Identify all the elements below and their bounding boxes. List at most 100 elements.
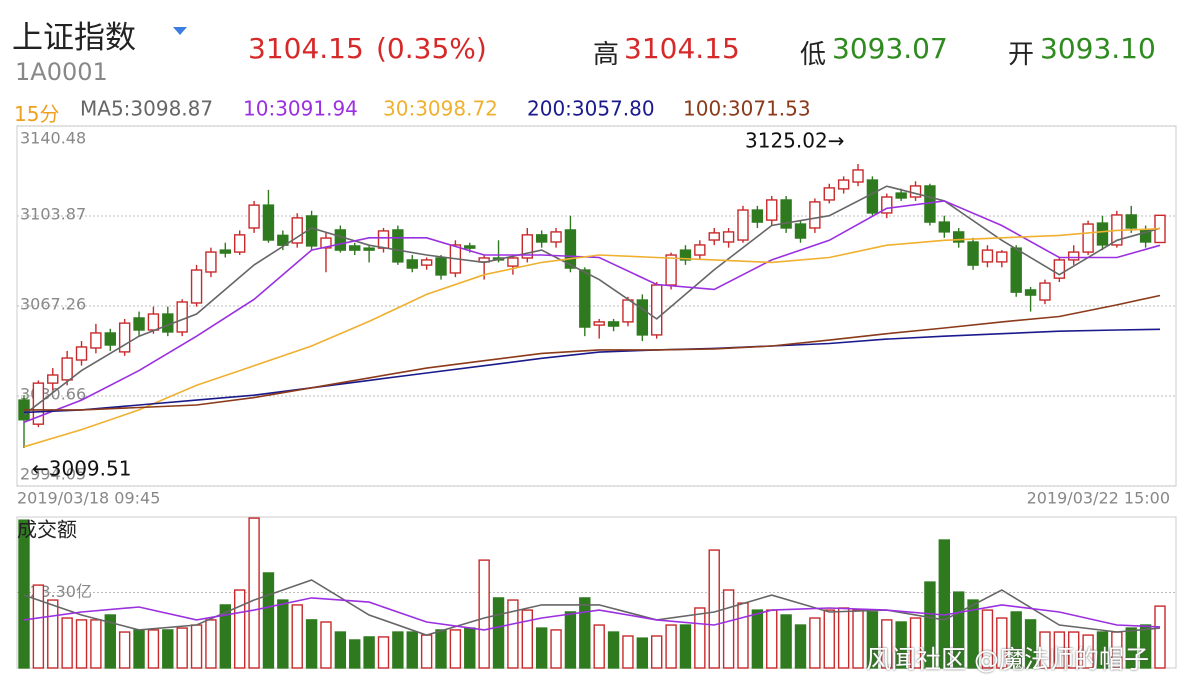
candle-body bbox=[895, 192, 907, 199]
open-label: 开 bbox=[1008, 40, 1035, 70]
volume-bar bbox=[492, 597, 505, 669]
volume-bar bbox=[924, 581, 936, 669]
volume-bar bbox=[622, 635, 634, 669]
candle-body bbox=[1068, 251, 1080, 261]
candle-body bbox=[665, 254, 677, 286]
candle-body bbox=[104, 332, 116, 346]
volume-bar bbox=[909, 617, 922, 669]
candle-body bbox=[75, 346, 88, 361]
volume-bar bbox=[449, 629, 462, 669]
candle-body bbox=[435, 257, 447, 276]
y-tick-label: 3067.26 bbox=[20, 295, 86, 314]
volume-bar bbox=[679, 624, 692, 669]
volume-bar bbox=[176, 627, 188, 669]
candle-body bbox=[636, 299, 649, 336]
volume-bar bbox=[75, 619, 88, 669]
candle-body bbox=[852, 169, 864, 183]
high: 3104.15 bbox=[624, 32, 740, 65]
candle-body bbox=[262, 204, 275, 241]
high-label: 高 bbox=[593, 40, 620, 70]
candle-body bbox=[837, 179, 850, 190]
volume-bar bbox=[593, 624, 605, 669]
volume-bar bbox=[708, 549, 720, 669]
volume-bar bbox=[1082, 634, 1094, 669]
volume-bar bbox=[751, 609, 764, 669]
volume-bar bbox=[694, 607, 706, 669]
volume-bar bbox=[478, 559, 490, 669]
volume-bar bbox=[521, 609, 533, 669]
candle-body bbox=[277, 234, 289, 246]
volume-bar bbox=[104, 614, 116, 669]
candle-body bbox=[176, 301, 188, 333]
x-label: 2019/03/18 09:45 bbox=[17, 489, 160, 508]
ma-line bbox=[23, 328, 1161, 414]
candle-body bbox=[219, 249, 232, 254]
legend-entry: 10:3091.94 bbox=[243, 97, 358, 121]
index-code: 1A0001 bbox=[15, 58, 108, 86]
low: 3093.07 bbox=[832, 32, 948, 65]
candle-body bbox=[1039, 282, 1051, 301]
volume-bar bbox=[967, 599, 979, 669]
volume-bar bbox=[1068, 631, 1080, 669]
ma-line bbox=[23, 227, 1161, 448]
volume-bar bbox=[1053, 631, 1066, 669]
index-title[interactable]: 上证指数 bbox=[12, 20, 136, 56]
ma-line bbox=[23, 185, 1161, 416]
watermark: 风闻社区 @魔法师的帽子 bbox=[866, 645, 1149, 674]
ma-line bbox=[24, 294, 1161, 411]
volume-bar bbox=[90, 619, 102, 669]
candle-body bbox=[291, 217, 303, 244]
period[interactable]: 15分 bbox=[14, 102, 60, 126]
candle-body bbox=[909, 185, 922, 198]
candle-body bbox=[320, 237, 332, 249]
volume-bar bbox=[722, 589, 735, 669]
candle-body bbox=[809, 201, 821, 229]
ma-line bbox=[23, 597, 1161, 631]
open: 3093.10 bbox=[1040, 32, 1156, 65]
candle-body bbox=[349, 245, 361, 251]
candle-body bbox=[766, 199, 778, 221]
candle-body bbox=[737, 209, 749, 241]
volume-bar bbox=[665, 624, 677, 669]
volume-bar bbox=[334, 631, 347, 669]
candle-body bbox=[1024, 289, 1037, 296]
volume-bar bbox=[636, 637, 649, 669]
candle-body bbox=[593, 321, 605, 326]
volume-bar bbox=[406, 631, 418, 669]
candle-body bbox=[881, 196, 893, 214]
legend-entry: 30:3098.72 bbox=[383, 97, 498, 121]
volume-bar bbox=[305, 619, 318, 669]
candle-body bbox=[521, 234, 533, 259]
volume-bar bbox=[190, 624, 203, 669]
candle-body bbox=[392, 229, 404, 263]
candle-body bbox=[722, 231, 735, 243]
candle-body bbox=[507, 257, 519, 267]
candle-body bbox=[607, 321, 620, 327]
candle-body bbox=[61, 357, 73, 381]
dropdown-arrow[interactable] bbox=[172, 26, 188, 36]
volume-bar bbox=[507, 599, 519, 669]
volume-bar bbox=[996, 617, 1008, 669]
candle-body bbox=[377, 230, 390, 249]
candle-body bbox=[996, 251, 1008, 263]
candle-body bbox=[147, 313, 160, 331]
volume-bar bbox=[1139, 624, 1152, 669]
volume-bar bbox=[780, 614, 792, 669]
candle-body bbox=[363, 247, 375, 251]
volume-bar bbox=[1096, 631, 1109, 669]
volume-bar bbox=[866, 611, 879, 669]
y-tick-label: 2994.05 bbox=[20, 465, 86, 484]
volume-bar bbox=[794, 624, 807, 669]
candle-body bbox=[924, 185, 936, 223]
candle-body bbox=[233, 234, 246, 253]
candle-body bbox=[47, 374, 59, 384]
price: 3104.15 bbox=[248, 32, 364, 65]
volume-bar bbox=[291, 604, 303, 669]
volume-bar bbox=[809, 617, 821, 669]
volume-bar bbox=[61, 617, 73, 669]
ma-line bbox=[23, 200, 1161, 423]
volume-bar bbox=[133, 629, 145, 669]
candle-body bbox=[90, 332, 102, 349]
volume-bar bbox=[1039, 631, 1051, 669]
